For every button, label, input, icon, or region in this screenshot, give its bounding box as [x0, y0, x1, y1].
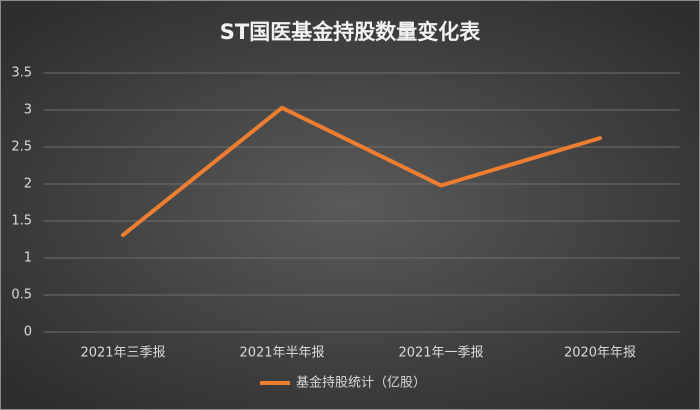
legend-label: 基金持股统计（亿股）: [296, 375, 426, 391]
x-tick-label: 2021年三季报: [80, 346, 165, 361]
x-tick-label: 2021年一季报: [398, 346, 483, 361]
y-tick-label: 0: [24, 325, 32, 340]
x-tick-label: 2021年半年报: [239, 346, 324, 361]
series-line: [121, 105, 602, 238]
y-tick-label: 2.5: [11, 140, 32, 155]
y-tick-label: 2: [24, 177, 32, 192]
y-tick-label: 3.5: [11, 66, 32, 81]
y-tick-label: 1.5: [11, 214, 32, 229]
y-tick-label: 0.5: [11, 288, 32, 303]
x-tick-label: 2020年年报: [564, 346, 636, 361]
y-tick-label: 3: [24, 103, 32, 118]
y-tick-label: 1: [24, 251, 32, 266]
chart-title: ST国医基金持股数量变化表: [220, 20, 481, 44]
